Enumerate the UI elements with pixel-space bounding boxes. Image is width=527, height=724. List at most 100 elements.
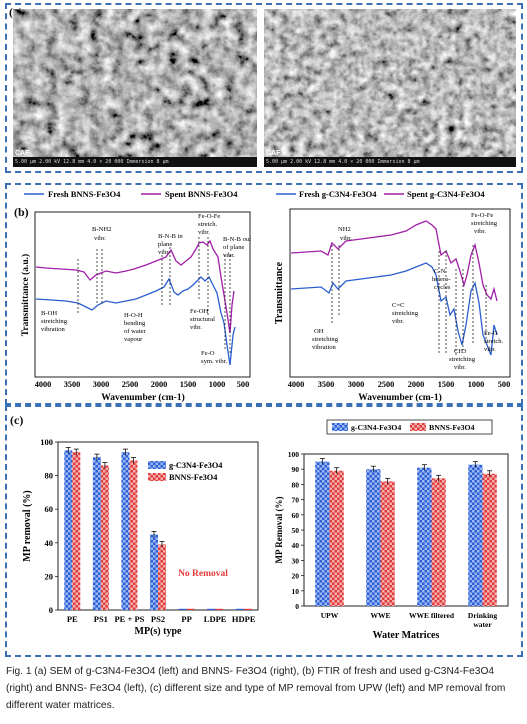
svg-text:3500: 3500 xyxy=(318,380,335,389)
svg-text:NH2: NH2 xyxy=(338,226,351,233)
svg-text:stretching: stretching xyxy=(449,356,476,363)
bar xyxy=(150,534,158,610)
x-axis-label: Water Matrices xyxy=(373,630,440,641)
y-tick-label: 20 xyxy=(292,572,300,581)
svg-text:500: 500 xyxy=(498,380,510,389)
svg-text:vibr.: vibr. xyxy=(392,318,404,325)
svg-text:3500: 3500 xyxy=(64,380,81,389)
svg-text:hetero-: hetero- xyxy=(432,276,451,283)
ftir-right-xlabel: Wavenumber (cm-1) xyxy=(358,392,441,403)
bar xyxy=(72,452,81,610)
legend-swatch xyxy=(148,473,166,481)
ftir-right-chart: Fresh g-C3N4-Fe3O4 Spent g-C3N4-Fe3O4 NH… xyxy=(274,189,511,403)
svg-text:vibr.: vibr. xyxy=(474,228,486,235)
svg-text:B-OH: B-OH xyxy=(41,310,57,317)
svg-text:vapour: vapour xyxy=(124,336,143,343)
panel-c-label: (c) xyxy=(10,413,24,427)
y-tick-label: 100 xyxy=(288,450,300,459)
svg-text:vibr.: vibr. xyxy=(158,249,170,256)
legend-spent-gcn: Spent g-C3N4-Fe3O4 xyxy=(407,189,485,199)
bar xyxy=(482,473,497,606)
y-tick-label: 0 xyxy=(295,602,299,611)
svg-text:3000: 3000 xyxy=(93,380,110,389)
svg-text:vibration: vibration xyxy=(41,326,66,333)
ftir-right-x-ticks: 4000 3500 3000 2500 2000 1500 1000 500 xyxy=(288,380,511,389)
category-label: PE xyxy=(67,614,78,624)
svg-text:1000: 1000 xyxy=(468,380,485,389)
bar xyxy=(215,608,224,610)
category-label: PE + PS xyxy=(114,614,144,624)
svg-text:Fe-O: Fe-O xyxy=(201,350,215,357)
svg-text:Fe-O-Fe: Fe-O-Fe xyxy=(198,213,220,220)
category-label: water xyxy=(473,620,492,629)
no-removal-annotation: No Removal xyxy=(178,569,228,579)
bar xyxy=(64,450,73,610)
sem-left-logo: CAF xyxy=(15,150,30,157)
bar xyxy=(158,544,166,610)
legend-swatch xyxy=(410,423,426,431)
svg-text:CH3: CH3 xyxy=(454,348,467,355)
svg-text:2000: 2000 xyxy=(408,380,425,389)
svg-text:bending: bending xyxy=(124,320,146,327)
legend-spent-bnns: Spent BNNS-Fe3O4 xyxy=(165,189,238,199)
y-tick-label: 10 xyxy=(292,587,300,596)
svg-text:2500: 2500 xyxy=(122,380,139,389)
y-tick-label: 90 xyxy=(292,465,300,474)
sem-image-right: CAF 5.00 µm 2.00 kV 12.8 mm 4.0 × 20 000… xyxy=(264,9,516,167)
ftir-right-peak-markers xyxy=(331,245,487,355)
y-tick-label: 100 xyxy=(40,437,53,447)
legend-swatch xyxy=(332,423,348,431)
bar xyxy=(186,608,195,610)
svg-text:of water: of water xyxy=(124,328,147,335)
category-label: LDPE xyxy=(204,614,227,624)
category-label: PP xyxy=(181,614,191,624)
ftir-left-chart: Fresh BNNS-Fe3O4 Spent BNNS-Fe3O4 B-NH2 v… xyxy=(20,189,251,403)
legend-label: BNNS-Fe3O4 xyxy=(429,423,475,432)
svg-text:Fe-O-Fe: Fe-O-Fe xyxy=(471,212,493,219)
ftir-left-ylabel: Transmittance (a.u.) xyxy=(20,254,31,336)
svg-text:stretch.: stretch. xyxy=(198,221,218,228)
water-matrix-removal-chart: 0 10 20 30 40 50 60 70 80 90 100 UPW WWE WWE filtered… xyxy=(274,419,509,641)
legend-label: g-C3N4-Fe3O4 xyxy=(351,423,401,432)
svg-text:vibr.: vibr. xyxy=(223,252,235,259)
ftir-left-spent-spectrum xyxy=(35,239,235,334)
bar xyxy=(380,481,395,606)
category-label: PS2 xyxy=(151,614,165,624)
bar xyxy=(329,470,344,606)
bar xyxy=(100,465,109,610)
category-label: HDPE xyxy=(232,614,256,624)
category-label: WWE xyxy=(370,611,390,620)
x-axis-label: MP(s) type xyxy=(135,626,182,637)
ftir-right-spent-spectrum xyxy=(290,220,498,302)
y-tick-label: 50 xyxy=(292,526,300,535)
sem-left-info-bar: 5.00 µm 2.00 kV 12.8 mm 4.0 × 20 000 Imm… xyxy=(13,157,257,167)
svg-text:cycles: cycles xyxy=(434,284,451,291)
svg-text:vibr.: vibr. xyxy=(190,324,202,331)
legend-label: BNNS-Fe3O4 xyxy=(169,473,217,482)
panel-a xyxy=(5,3,523,173)
svg-text:500: 500 xyxy=(237,380,249,389)
y-tick-label: 20 xyxy=(45,571,54,581)
svg-text:2000: 2000 xyxy=(151,380,168,389)
ftir-right-fresh-spectrum xyxy=(290,262,498,356)
y-tick-label: 70 xyxy=(292,496,300,505)
legend-label: g-C3N4-Fe3O4 xyxy=(169,461,222,470)
panel-b-label: (b) xyxy=(14,205,29,219)
category-label: WWE filtered xyxy=(409,611,455,620)
bar xyxy=(235,608,244,610)
bar xyxy=(315,461,330,606)
svg-text:C=C: C=C xyxy=(392,302,405,309)
bar xyxy=(129,460,138,610)
svg-text:B-N-B out: B-N-B out xyxy=(223,236,251,243)
svg-text:of plane: of plane xyxy=(223,244,244,251)
sem-texture-right xyxy=(264,9,516,167)
ftir-left-x-ticks: 4000 3500 3000 2500 2000 1500 1000 500 xyxy=(35,380,250,389)
legend-fresh-bnns: Fresh BNNS-Fe3O4 xyxy=(48,189,121,199)
bar xyxy=(178,608,187,610)
svg-text:3000: 3000 xyxy=(348,380,365,389)
ftir-left-frame xyxy=(34,211,251,378)
svg-text:vibration: vibration xyxy=(312,344,337,351)
svg-text:vibr.: vibr. xyxy=(340,235,352,242)
svg-text:1000: 1000 xyxy=(209,380,226,389)
